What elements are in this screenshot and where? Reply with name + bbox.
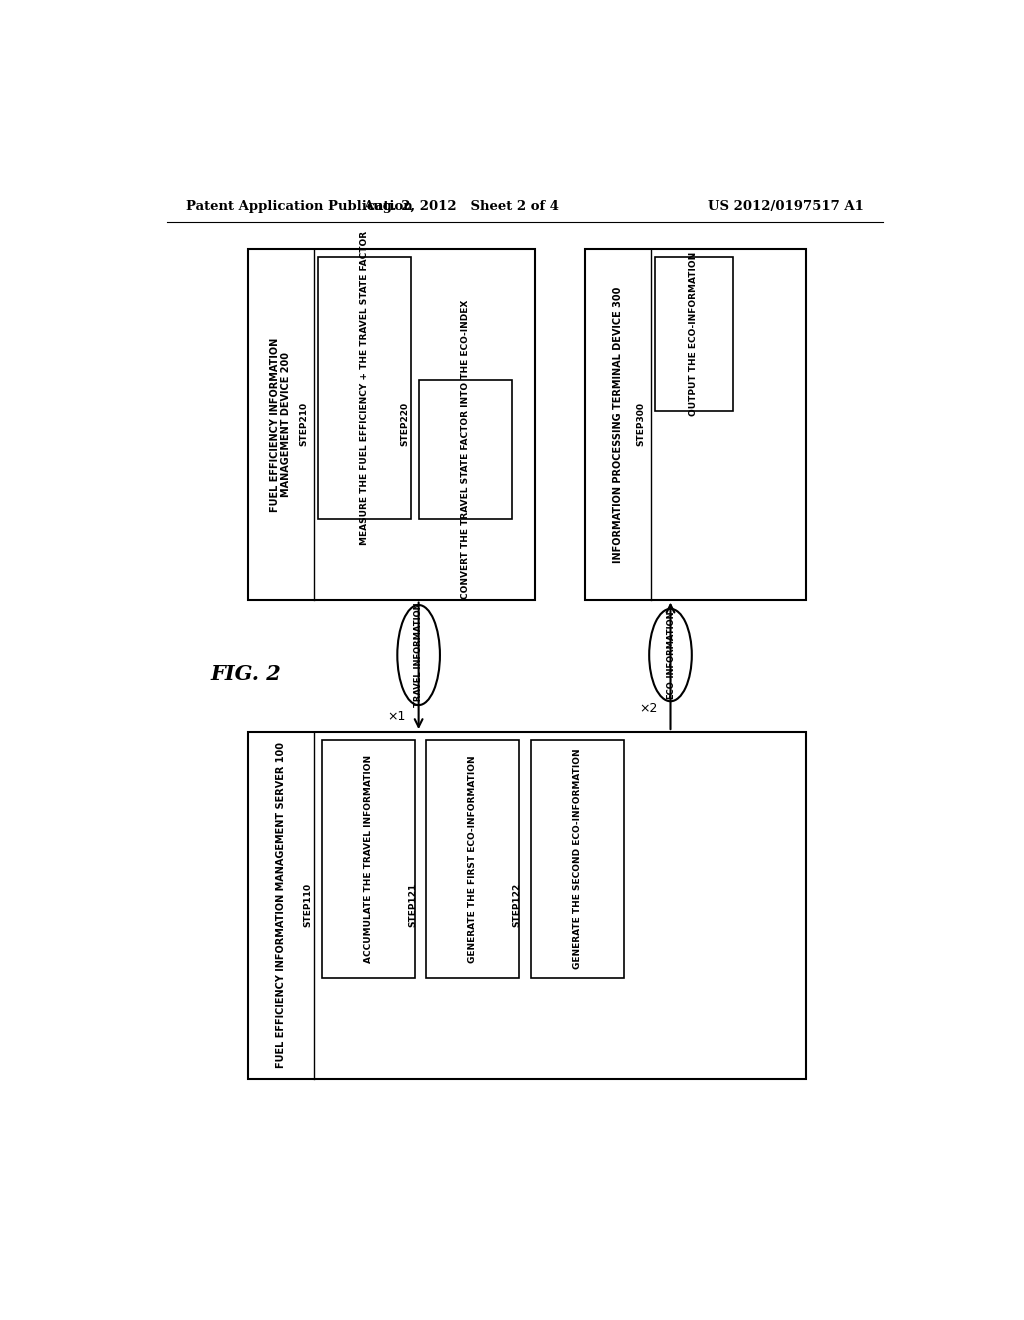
Bar xyxy=(426,739,519,978)
Text: FUEL EFFICIENCY INFORMATION MANAGEMENT SERVER 100: FUEL EFFICIENCY INFORMATION MANAGEMENT S… xyxy=(275,742,286,1068)
Text: Patent Application Publication: Patent Application Publication xyxy=(186,199,413,213)
Bar xyxy=(655,257,732,411)
Text: ECO-INFORMATION: ECO-INFORMATION xyxy=(666,611,675,700)
Text: OUTPUT THE ECO-INFORMATION: OUTPUT THE ECO-INFORMATION xyxy=(689,252,698,416)
Text: TRAVEL INFORMATION: TRAVEL INFORMATION xyxy=(414,603,423,708)
Text: STEP210: STEP210 xyxy=(299,403,308,446)
Bar xyxy=(248,733,806,1078)
Text: ACCUMULATE THE TRAVEL INFORMATION: ACCUMULATE THE TRAVEL INFORMATION xyxy=(364,755,373,964)
Bar xyxy=(531,739,624,978)
Text: ×2: ×2 xyxy=(640,702,658,715)
Text: CONVERT THE TRAVEL STATE FACTOR INTO THE ECO-INDEX: CONVERT THE TRAVEL STATE FACTOR INTO THE… xyxy=(461,300,470,599)
Ellipse shape xyxy=(397,605,440,705)
Text: US 2012/0197517 A1: US 2012/0197517 A1 xyxy=(709,199,864,213)
Ellipse shape xyxy=(649,609,692,701)
Text: GENERATE THE SECOND ECO-INFORMATION: GENERATE THE SECOND ECO-INFORMATION xyxy=(573,748,582,969)
Text: FIG. 2: FIG. 2 xyxy=(211,664,282,684)
Bar xyxy=(322,739,415,978)
Bar xyxy=(419,380,512,519)
Text: INFORMATION PROCESSING TERMINAL DEVICE 300: INFORMATION PROCESSING TERMINAL DEVICE 3… xyxy=(612,286,623,562)
Bar xyxy=(248,249,535,599)
Text: STEP220: STEP220 xyxy=(400,403,410,446)
Text: MEASURE THE FUEL EFFICIENCY + THE TRAVEL STATE FACTOR: MEASURE THE FUEL EFFICIENCY + THE TRAVEL… xyxy=(359,231,369,545)
Text: STEP121: STEP121 xyxy=(408,883,417,928)
Text: STEP300: STEP300 xyxy=(637,403,645,446)
Text: GENERATE THE FIRST ECO-INFORMATION: GENERATE THE FIRST ECO-INFORMATION xyxy=(468,755,477,962)
Text: Aug. 2, 2012   Sheet 2 of 4: Aug. 2, 2012 Sheet 2 of 4 xyxy=(364,199,559,213)
Text: FUEL EFFICIENCY INFORMATION
MANAGEMENT DEVICE 200: FUEL EFFICIENCY INFORMATION MANAGEMENT D… xyxy=(270,338,292,512)
Text: STEP122: STEP122 xyxy=(513,883,521,928)
Text: ×1: ×1 xyxy=(388,710,407,723)
Text: STEP110: STEP110 xyxy=(303,883,312,928)
Bar xyxy=(586,249,806,599)
Bar xyxy=(317,257,411,519)
